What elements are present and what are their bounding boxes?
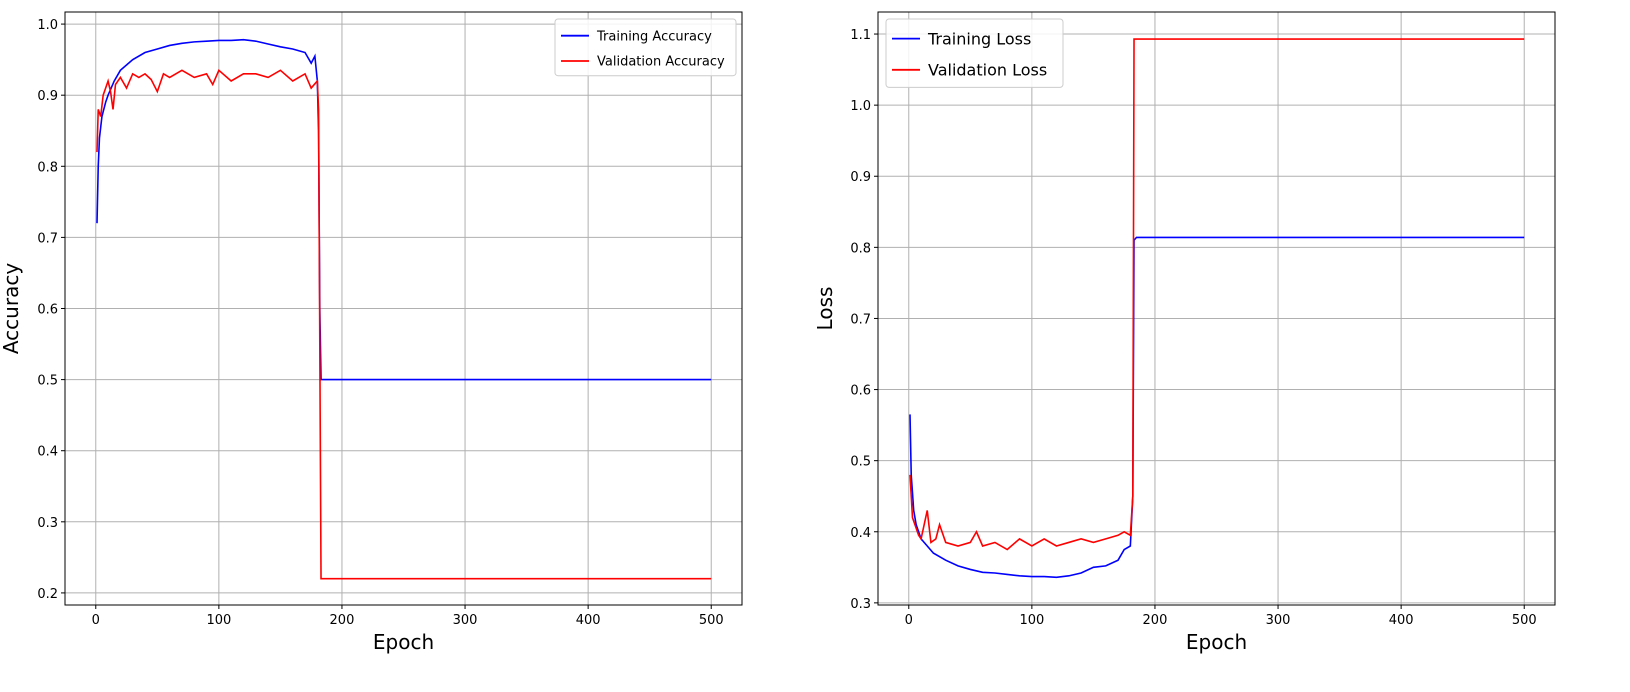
y-tick-label: 0.6 [850, 384, 871, 399]
x-tick-label: 300 [453, 613, 478, 628]
data-line [96, 38, 712, 381]
x-tick-label: 200 [1143, 613, 1168, 628]
plot-frame [64, 11, 743, 606]
data-line [96, 68, 712, 580]
y-tick-label: 1.0 [850, 99, 871, 114]
y-tick-label: 0.8 [37, 160, 58, 175]
x-axis-label: Epoch [1186, 630, 1247, 654]
x-tick-label: 0 [905, 613, 913, 628]
y-tick-label: 0.7 [37, 231, 58, 246]
y-tick-label: 0.4 [37, 445, 58, 460]
data-line [909, 38, 1525, 551]
x-tick-label: 300 [1266, 613, 1291, 628]
y-tick-label: 1.1 [850, 28, 871, 43]
x-axis-label: Epoch [373, 630, 434, 654]
y-tick-label: 0.9 [37, 89, 58, 104]
legend-label: Training Loss [927, 29, 1031, 48]
x-tick-label: 500 [699, 613, 724, 628]
y-tick-label: 0.4 [850, 526, 871, 541]
y-tick-label: 0.5 [37, 374, 58, 389]
y-tick-label: 0.5 [850, 455, 871, 470]
legend-label: Training Accuracy [596, 29, 712, 44]
y-axis-label: Accuracy [0, 263, 23, 354]
y-tick-label: 0.7 [850, 312, 871, 327]
legend-box [554, 18, 737, 77]
y-tick-label: 0.2 [37, 587, 58, 602]
legend-label: Validation Loss [928, 61, 1047, 80]
y-tick-label: 0.9 [850, 170, 871, 185]
x-tick-label: 400 [576, 613, 601, 628]
x-tick-label: 500 [1512, 613, 1537, 628]
x-tick-label: 200 [330, 613, 355, 628]
y-tick-label: 1.0 [37, 18, 58, 33]
data-line [909, 236, 1525, 579]
y-tick-label: 0.6 [37, 303, 58, 318]
y-axis-label: Loss [813, 287, 837, 331]
y-tick-label: 0.8 [850, 241, 871, 256]
y-tick-label: 0.3 [37, 516, 58, 531]
x-tick-label: 400 [1389, 613, 1414, 628]
y-tick-label: 0.3 [850, 597, 871, 612]
x-tick-label: 100 [1019, 613, 1044, 628]
plot-frame [877, 11, 1556, 606]
x-tick-label: 0 [92, 613, 100, 628]
legend-label: Validation Accuracy [597, 55, 725, 70]
x-tick-label: 100 [206, 613, 231, 628]
legend-box [885, 18, 1064, 88]
